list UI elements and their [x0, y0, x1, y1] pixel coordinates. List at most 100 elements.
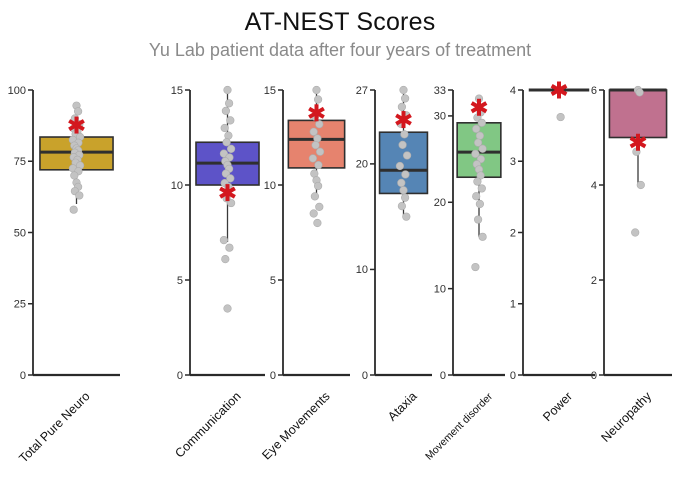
jitter-point [402, 151, 412, 160]
jitter-point [472, 192, 481, 201]
jitter-point [631, 228, 640, 237]
asterisk-stroke [629, 136, 647, 149]
panel-eye-movements: 0 5 10 15 Eye Movements [259, 85, 350, 462]
y-tick-label: 5 [177, 275, 183, 287]
jitter-point [313, 181, 323, 191]
panel-communication: 0 5 10 15 Communication [171, 85, 265, 461]
y-tick-label: 10 [356, 264, 368, 276]
x-axis-label: Communication [172, 389, 243, 460]
box [608, 89, 668, 139]
y-tick-label: 100 [8, 85, 26, 97]
y-tick-label: 20 [434, 197, 446, 209]
jitter-point [309, 127, 318, 136]
jitter-point [221, 255, 230, 264]
jitter-point [475, 199, 485, 209]
jitter-point [402, 212, 411, 221]
y-tick-label: 33 [434, 85, 446, 97]
jitter-point [399, 186, 408, 195]
jitter-point [471, 149, 480, 159]
jitter-point [471, 262, 480, 272]
asterisk-stroke [470, 101, 488, 114]
jitter-point [222, 138, 231, 147]
jitter-point [399, 85, 408, 95]
jitter-point [224, 99, 234, 108]
mean-asterisk [308, 104, 325, 122]
y-tick-label: 0 [177, 370, 183, 382]
mean-asterisk [68, 116, 85, 134]
y-tick-label: 10 [171, 180, 183, 192]
jitter-point [398, 140, 407, 149]
y-tick-label: 6 [591, 85, 597, 97]
jitter-point [397, 202, 407, 211]
jitter-point [226, 198, 236, 208]
jitter-point [556, 112, 565, 122]
jitter-point [397, 178, 406, 187]
y-tick-label: 3 [510, 156, 516, 168]
panel-movement-disorder: 0 10 20 30 33 Movement disorder [423, 85, 505, 463]
mean-asterisk [629, 133, 647, 151]
jitter-point [315, 147, 325, 156]
jitter-point [69, 205, 78, 214]
jitter-point [400, 94, 410, 103]
y-tick-label: 15 [171, 85, 183, 97]
x-axis-label: Power [540, 389, 575, 424]
jitter-point [308, 154, 318, 163]
x-axis-label: Neuropathy [599, 389, 655, 445]
chart-header: AT-NEST Scores Yu Lab patient data after… [0, 8, 680, 61]
y-tick-label: 0 [591, 370, 597, 382]
y-tick-label: 0 [20, 370, 26, 382]
panel-power: 0 1 2 3 4 Power [510, 81, 595, 424]
jitter-point [223, 304, 232, 313]
jitter-point [223, 85, 232, 95]
x-axis-label: Movement disorder [423, 390, 495, 462]
y-tick-label: 0 [362, 370, 368, 382]
y-tick-label: 15 [264, 85, 276, 97]
jitter-point [313, 95, 323, 104]
jitter-point [473, 138, 483, 147]
y-tick-label: 1 [510, 299, 516, 311]
y-tick-label: 0 [510, 370, 516, 382]
x-axis-label: Ataxia [385, 389, 419, 423]
y-tick-label: 2 [591, 275, 597, 287]
jitter-point [636, 180, 645, 190]
chart-subtitle: Yu Lab patient data after four years of … [148, 40, 532, 60]
jitter-point [311, 140, 320, 150]
jitter-point [315, 202, 324, 211]
y-tick-label: 27 [356, 85, 368, 97]
jitter-point [313, 218, 322, 228]
jitter-point [225, 243, 234, 252]
jitter-point [221, 106, 231, 116]
panel-neuropathy: 0 2 4 6 Neuropathy [591, 85, 672, 445]
jitter-point [635, 88, 644, 97]
jitter-point [315, 120, 324, 129]
y-tick-label: 2 [510, 227, 516, 239]
jitter-point [477, 118, 486, 127]
y-tick-label: 10 [264, 180, 276, 192]
boxplot-panels: 0 25 50 75 100 Total Pure Neuro 0 5 10 15 Communic… [0, 75, 680, 477]
mean-asterisk [550, 81, 568, 99]
jitter-point [397, 102, 407, 111]
y-tick-label: 0 [440, 370, 446, 382]
jitter-point [70, 171, 79, 180]
jitter-point [73, 107, 83, 116]
y-tick-label: 4 [591, 180, 597, 192]
jitter-point [310, 192, 320, 201]
jitter-point [226, 144, 236, 153]
chart-title: AT-NEST Scores [244, 8, 436, 36]
jitter-point [473, 177, 482, 186]
asterisk-stroke [550, 84, 568, 96]
jitter-point [400, 193, 410, 202]
panel-ataxia: 0 10 20 27 Ataxia [356, 85, 432, 424]
jitter-point [226, 116, 235, 125]
jitter-point [314, 160, 323, 170]
jitter-point [226, 174, 235, 183]
jitter-point [478, 232, 487, 241]
jitter-point [477, 184, 486, 193]
mean-asterisk [395, 111, 412, 129]
jitter-point [312, 85, 321, 95]
asterisk-stroke [68, 119, 85, 132]
y-tick-label: 25 [14, 299, 26, 311]
jitter-point [220, 123, 229, 133]
jitter-point [472, 124, 481, 133]
y-tick-label: 4 [510, 85, 516, 97]
